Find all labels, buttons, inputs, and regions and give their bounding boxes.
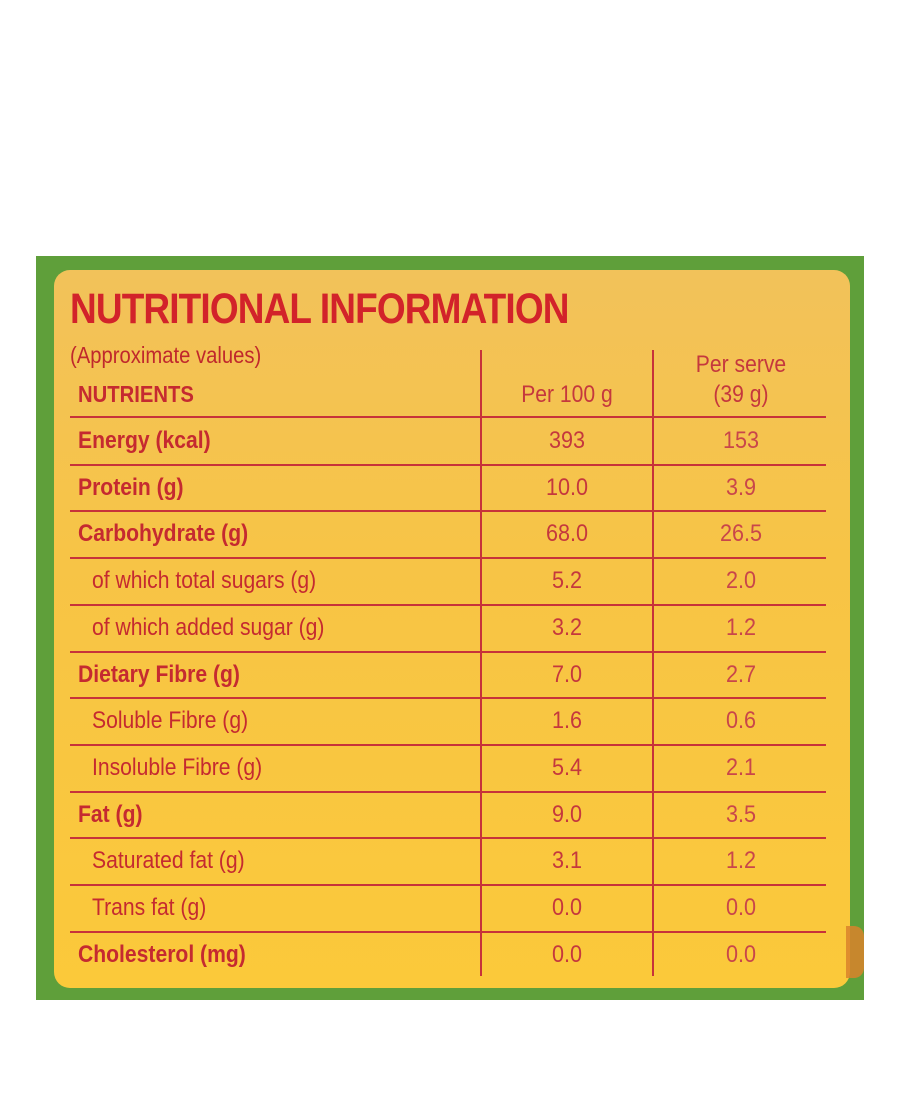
per-100g-value: 68.0 — [545, 520, 589, 548]
per-serve-value: 1.2 — [725, 847, 757, 875]
nutrient-name: Carbohydrate (g) — [78, 520, 249, 548]
per-serve-value: 3.9 — [725, 473, 757, 501]
nutrient-name: Dietary Fibre (g) — [78, 660, 240, 688]
per-100g-value: 3.1 — [551, 847, 583, 875]
per-serve-value: 2.1 — [725, 753, 757, 781]
per-100g-value: 9.0 — [551, 800, 583, 828]
nutrient-name: of which added sugar (g) — [92, 613, 325, 641]
nutrient-name: Energy (kcal) — [78, 427, 211, 454]
per-serve-value: 2.0 — [725, 567, 757, 595]
per-serve-value: 1.2 — [725, 613, 757, 641]
nutrient-name: Insoluble Fibre (g) — [92, 753, 263, 781]
nutrient-name: Saturated fat (g) — [92, 847, 245, 875]
nutrient-name: Protein (g) — [78, 473, 184, 501]
per-100g-value: 10.0 — [545, 473, 589, 501]
row-divider — [70, 510, 826, 513]
per-serve-value: 0.0 — [725, 894, 757, 921]
serve-size-label: (39 g) — [713, 381, 769, 408]
row-divider — [70, 463, 826, 466]
per-serve-value: 0.6 — [725, 707, 757, 735]
per-100g-value: 7.0 — [551, 660, 583, 688]
row-divider — [70, 790, 826, 793]
header-divider — [70, 416, 826, 418]
per-serve-value: 0.0 — [725, 940, 757, 968]
per-100g-value: 0.0 — [551, 940, 583, 968]
row-divider — [70, 884, 826, 886]
row-divider — [70, 743, 826, 746]
nutrient-name: Fat (g) — [78, 800, 143, 828]
row-divider — [70, 557, 826, 560]
per-100g-value: 3.2 — [551, 613, 583, 641]
per-100g-header: Per 100 g — [521, 381, 613, 408]
column-divider-2 — [652, 350, 654, 976]
panel-title: NUTRITIONAL INFORMATION — [70, 285, 569, 333]
nutrient-name: Trans fat (g) — [92, 894, 207, 921]
decorative-edge — [846, 926, 864, 978]
per-serve-header: Per serve (39 g) — [666, 350, 816, 410]
row-divider — [70, 837, 826, 840]
per-serve-value: 3.5 — [725, 800, 757, 828]
per-100g-value: 0.0 — [551, 894, 583, 921]
per-100g-value: 5.2 — [551, 567, 583, 595]
per-serve-value: 153 — [722, 427, 760, 454]
nutrients-header: NUTRIENTS — [78, 380, 194, 407]
row-divider — [70, 603, 826, 606]
per-100g-value: 393 — [548, 427, 586, 454]
row-divider — [70, 697, 826, 700]
nutrient-name: Cholesterol (mg) — [78, 940, 246, 968]
nutrition-panel — [54, 270, 850, 988]
per-serve-label: Per serve — [695, 351, 787, 378]
per-serve-value: 26.5 — [719, 520, 763, 548]
panel-subtitle: (Approximate values) — [70, 342, 262, 368]
row-divider — [70, 650, 826, 653]
per-100g-value: 5.4 — [551, 753, 583, 781]
per-100g-value: 1.6 — [551, 707, 583, 735]
row-divider — [70, 930, 826, 933]
column-divider-1 — [480, 350, 482, 976]
per-serve-value: 2.7 — [725, 660, 757, 688]
nutrient-name: of which total sugars (g) — [92, 567, 317, 595]
nutrient-name: Soluble Fibre (g) — [92, 707, 249, 735]
